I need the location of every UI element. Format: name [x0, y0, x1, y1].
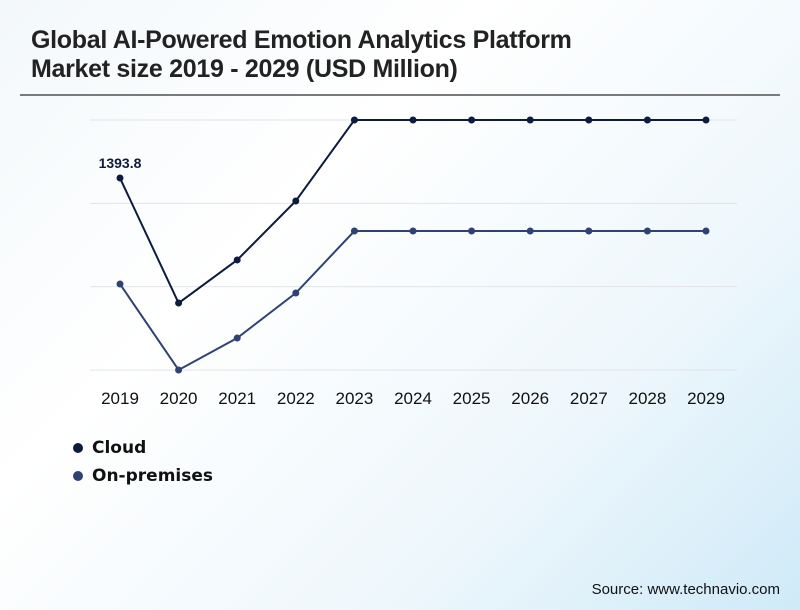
legend-item-on-premises: On-premises: [73, 462, 213, 490]
data-point-cloud: [116, 174, 124, 182]
data-point-on-premises: [116, 280, 124, 288]
title-line-2: Market size 2019 - 2029 (USD Million): [31, 55, 458, 83]
title-line-1: Global AI-Powered Emotion Analytics Plat…: [31, 26, 572, 54]
x-tick-label: 2022: [277, 389, 315, 408]
data-point-on-premises: [175, 366, 183, 374]
data-point-on-premises: [702, 227, 710, 235]
legend: Cloud On-premises: [73, 434, 213, 490]
legend-marker-cloud: [73, 443, 83, 453]
data-point-cloud: [468, 116, 476, 124]
source-text: Source: www.technavio.com: [591, 581, 780, 598]
data-point-cloud: [292, 197, 300, 205]
data-point-cloud: [175, 299, 183, 307]
data-point-cloud: [350, 116, 358, 124]
legend-marker-on-premises: [73, 471, 83, 481]
x-tick-label: 2026: [511, 389, 549, 408]
data-point-cloud: [526, 116, 534, 124]
x-tick-label: 2021: [218, 389, 256, 408]
data-point-on-premises: [526, 227, 534, 235]
data-point-on-premises: [468, 227, 476, 235]
chart-title: Global AI-Powered Emotion Analytics Plat…: [31, 26, 572, 84]
title-divider: [20, 94, 780, 96]
data-point-cloud: [702, 116, 710, 124]
x-tick-label: 2023: [335, 389, 373, 408]
data-point-on-premises: [585, 227, 593, 235]
data-label: 1393.8: [99, 155, 142, 171]
legend-label-on-premises: On-premises: [92, 466, 214, 486]
x-tick-label: 2024: [394, 389, 432, 408]
data-point-on-premises: [409, 227, 417, 235]
data-point-on-premises: [350, 227, 358, 235]
series-line-cloud: [119, 119, 706, 305]
data-point-on-premises: [233, 334, 241, 342]
data-point-cloud: [409, 116, 417, 124]
legend-item-cloud: Cloud: [73, 434, 213, 462]
x-tick-label: 2027: [570, 389, 608, 408]
x-tick-label: 2019: [101, 389, 139, 408]
data-point-cloud: [643, 116, 651, 124]
legend-label-cloud: Cloud: [92, 438, 147, 458]
data-point-on-premises: [292, 289, 300, 297]
data-point-cloud: [233, 256, 241, 264]
x-tick-label: 2029: [687, 389, 725, 408]
series-line-on-premises: [119, 230, 706, 372]
data-point-cloud: [585, 116, 593, 124]
x-tick-label: 2020: [160, 389, 198, 408]
x-tick-label: 2028: [628, 389, 666, 408]
x-tick-label: 2025: [453, 389, 491, 408]
data-point-on-premises: [643, 227, 651, 235]
